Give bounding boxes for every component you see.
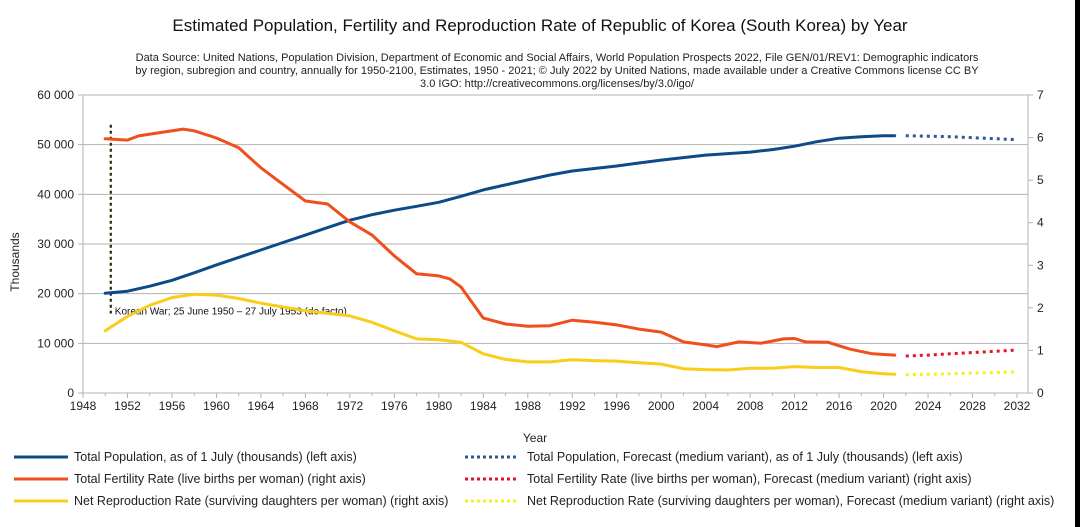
y-tick-label: 50 000 (37, 138, 74, 152)
x-tick-label: 2012 (781, 399, 808, 413)
x-tick-label: 2000 (648, 399, 675, 413)
y2-tick-label: 2 (1037, 301, 1044, 315)
legend-item: Total Population, Forecast (medium varia… (465, 450, 963, 464)
legend-item: Net Reproduction Rate (surviving daughte… (14, 494, 448, 508)
x-tick-label: 1996 (603, 399, 630, 413)
legend-label: Total Fertility Rate (live births per wo… (74, 472, 366, 486)
x-tick-label: 2028 (959, 399, 986, 413)
gridlines (83, 94, 1028, 344)
x-tick-label: 1960 (203, 399, 230, 413)
x-tick-label: 2016 (826, 399, 853, 413)
y-axis-ticks: 0 10 000 20 000 30 000 40 000 50 000 60 000 (37, 88, 83, 400)
x-tick-label: 1992 (559, 399, 586, 413)
subtitle-line: Data Source: United Nations, Population … (136, 52, 979, 64)
legend-item: Total Fertility Rate (live births per wo… (465, 472, 972, 486)
x-axis-ticks: 1948 1952 1956 1960 1964 1968 1972 1976 1980 1984… (70, 393, 1031, 413)
legend-label: Net Reproduction Rate (surviving daughte… (527, 494, 1054, 508)
y-tick-label: 40 000 (37, 187, 74, 201)
x-tick-label: 1964 (248, 399, 275, 413)
y2-tick-label: 7 (1037, 88, 1044, 102)
legend-item: Net Reproduction Rate (surviving daughte… (465, 494, 1054, 508)
legend-label: Total Population, as of 1 July (thousand… (74, 450, 357, 464)
subtitle-line: by region, subregion and country, annual… (135, 65, 979, 77)
y2-axis-ticks: 0 1 2 3 4 5 6 7 (1028, 88, 1044, 400)
chart-subtitle: Data Source: United Nations, Population … (135, 52, 979, 90)
x-tick-label: 2024 (915, 399, 942, 413)
x-tick-label: 2020 (870, 399, 897, 413)
series-group (103, 127, 1018, 377)
series-line (905, 134, 1018, 142)
y-tick-label: 20 000 (37, 287, 74, 301)
y2-tick-label: 5 (1037, 173, 1044, 187)
y-tick-label: 30 000 (37, 237, 74, 251)
x-tick-label: 1984 (470, 399, 497, 413)
x-tick-label: 1976 (381, 399, 408, 413)
series-line (905, 370, 1018, 377)
y2-tick-label: 0 (1037, 386, 1044, 400)
series-line (103, 134, 897, 295)
y-axis-label: Thousands (8, 232, 22, 291)
x-tick-label: 1956 (159, 399, 186, 413)
x-tick-label: 1968 (292, 399, 319, 413)
subtitle-line: 3.0 IGO: http://creativecommons.org/lice… (420, 78, 695, 90)
y2-tick-label: 1 (1037, 343, 1044, 357)
y-tick-label: 10 000 (37, 336, 74, 350)
y2-tick-label: 3 (1037, 258, 1044, 272)
series-2 (103, 292, 897, 376)
y2-tick-label: 6 (1037, 131, 1044, 145)
x-axis-label: Year (523, 431, 547, 445)
series-line (103, 127, 897, 357)
legend: Total Population, as of 1 July (thousand… (14, 450, 1054, 508)
x-tick-label: 2032 (1004, 399, 1031, 413)
legend-item: Total Fertility Rate (live births per wo… (14, 472, 366, 486)
series-5 (905, 370, 1018, 377)
series-1 (103, 127, 897, 357)
annotations: Korean War; 25 June 1950 – 27 July 1953 … (109, 124, 347, 318)
korean-war-label: Korean War; 25 June 1950 – 27 July 1953 … (115, 307, 347, 318)
legend-label: Total Population, Forecast (medium varia… (527, 450, 963, 464)
chart-title: Estimated Population, Fertility and Repr… (172, 16, 908, 35)
y2-tick-label: 4 (1037, 216, 1044, 230)
series-line (905, 348, 1018, 358)
x-tick-label: 1948 (70, 399, 97, 413)
y-tick-label: 0 (67, 386, 74, 400)
x-tick-label: 2008 (737, 399, 764, 413)
x-tick-label: 1972 (337, 399, 364, 413)
x-tick-label: 1980 (425, 399, 452, 413)
window-edge (1075, 0, 1080, 527)
x-tick-label: 1988 (514, 399, 541, 413)
y-tick-label: 60 000 (37, 88, 74, 102)
x-tick-label: 2004 (692, 399, 719, 413)
legend-label: Total Fertility Rate (live births per wo… (527, 472, 972, 486)
legend-label: Net Reproduction Rate (surviving daughte… (74, 494, 448, 508)
series-line (103, 292, 897, 376)
legend-item: Total Population, as of 1 July (thousand… (14, 450, 357, 464)
x-tick-label: 1952 (114, 399, 141, 413)
series-0 (103, 134, 897, 295)
series-3 (905, 134, 1018, 142)
series-4 (905, 348, 1018, 358)
